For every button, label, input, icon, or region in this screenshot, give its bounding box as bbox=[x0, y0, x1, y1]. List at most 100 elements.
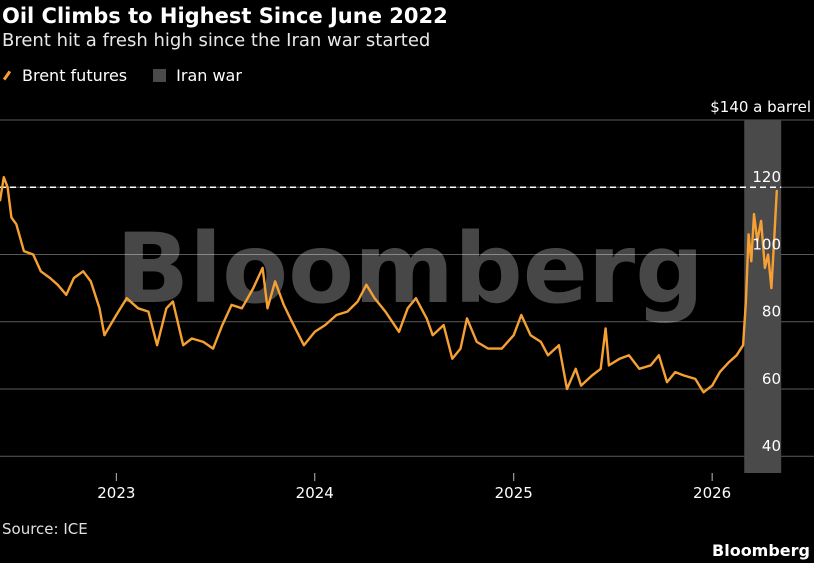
data-point-20 bbox=[156, 344, 159, 347]
data-point-40 bbox=[346, 310, 349, 313]
data-point-42 bbox=[365, 283, 368, 286]
data-point-0 bbox=[0, 199, 1, 202]
data-point-71 bbox=[628, 354, 630, 357]
data-point-84 bbox=[742, 344, 745, 347]
data-point-45 bbox=[398, 330, 400, 333]
x-tick-label-2026: 2026 bbox=[693, 484, 731, 502]
data-point-7 bbox=[39, 270, 42, 273]
x-tick-label-2023: 2023 bbox=[97, 484, 135, 502]
data-point-66 bbox=[591, 374, 593, 377]
data-point-11 bbox=[73, 277, 75, 279]
data-point-25 bbox=[202, 340, 205, 343]
data-point-21 bbox=[165, 307, 168, 310]
data-point-49 bbox=[431, 334, 434, 337]
legend: Brent futures Iran war bbox=[2, 66, 242, 85]
data-point-57 bbox=[512, 334, 515, 337]
data-point-52 bbox=[459, 347, 462, 350]
data-point-4 bbox=[15, 223, 18, 226]
data-point-61 bbox=[547, 354, 549, 357]
data-point-53 bbox=[466, 317, 468, 320]
data-point-27 bbox=[221, 324, 224, 326]
data-point-46 bbox=[406, 307, 409, 310]
y-tick-label-120: 120 bbox=[752, 168, 781, 186]
data-point-35 bbox=[291, 320, 293, 323]
data-point-77 bbox=[682, 374, 685, 377]
data-point-65 bbox=[580, 384, 583, 387]
data-point-73 bbox=[649, 364, 652, 367]
data-point-93 bbox=[770, 287, 773, 289]
chart-title: Oil Climbs to Highest Since June 2022 bbox=[2, 4, 448, 28]
data-point-47 bbox=[414, 297, 417, 300]
legend-shade-swatch bbox=[153, 69, 167, 82]
data-point-23 bbox=[182, 344, 185, 347]
data-point-13 bbox=[89, 280, 92, 283]
data-point-63 bbox=[566, 388, 568, 390]
data-point-72 bbox=[638, 367, 641, 370]
data-point-44 bbox=[384, 310, 387, 313]
data-point-95 bbox=[775, 189, 778, 192]
data-point-43 bbox=[373, 297, 376, 300]
series-layer bbox=[0, 176, 778, 394]
data-point-48 bbox=[425, 317, 428, 320]
data-point-88 bbox=[753, 213, 755, 216]
data-point-87 bbox=[750, 260, 753, 263]
y-top-label: $140 a barrel bbox=[710, 98, 811, 116]
data-point-90 bbox=[760, 219, 762, 222]
data-point-54 bbox=[475, 340, 478, 343]
data-point-38 bbox=[324, 324, 326, 326]
data-point-31 bbox=[261, 267, 264, 269]
data-point-5 bbox=[23, 250, 25, 253]
data-point-28 bbox=[230, 304, 233, 306]
data-point-26 bbox=[212, 347, 215, 350]
data-point-3 bbox=[10, 216, 13, 219]
data-point-9 bbox=[56, 283, 59, 286]
data-point-68 bbox=[604, 327, 607, 330]
data-point-12 bbox=[82, 270, 85, 273]
data-point-30 bbox=[252, 287, 255, 289]
data-point-10 bbox=[65, 293, 68, 296]
data-point-85 bbox=[744, 300, 747, 303]
data-point-41 bbox=[356, 300, 359, 303]
data-point-91 bbox=[763, 267, 766, 269]
data-point-15 bbox=[103, 334, 106, 337]
data-point-82 bbox=[728, 361, 730, 363]
data-point-86 bbox=[747, 233, 750, 236]
data-point-6 bbox=[32, 253, 35, 256]
x-tick-label-2025: 2025 bbox=[495, 484, 533, 502]
data-point-78 bbox=[694, 377, 697, 380]
data-point-67 bbox=[599, 367, 602, 370]
data-point-19 bbox=[147, 310, 150, 313]
data-point-94 bbox=[773, 240, 776, 242]
source-note: Source: ICE bbox=[2, 520, 88, 538]
data-point-69 bbox=[607, 364, 610, 367]
data-point-2 bbox=[6, 186, 9, 189]
data-point-29 bbox=[241, 307, 243, 310]
data-point-8 bbox=[49, 277, 51, 279]
data-point-92 bbox=[767, 253, 770, 256]
chart-subtitle: Brent hit a fresh high since the Iran wa… bbox=[2, 30, 431, 51]
data-point-64 bbox=[574, 367, 577, 370]
x-tick-label-2024: 2024 bbox=[296, 484, 334, 502]
data-point-80 bbox=[711, 384, 714, 387]
data-point-81 bbox=[718, 371, 721, 374]
watermark: Bloomberg bbox=[116, 213, 704, 325]
legend-line-swatch bbox=[2, 70, 12, 81]
brand-logo: Bloomberg bbox=[712, 541, 810, 560]
data-point-1 bbox=[2, 176, 5, 179]
shaded-period-layer bbox=[744, 120, 782, 473]
y-tick-label-80: 80 bbox=[762, 303, 781, 321]
data-point-83 bbox=[735, 354, 738, 357]
y-tick-label-60: 60 bbox=[762, 370, 781, 388]
data-point-76 bbox=[674, 371, 677, 374]
data-point-60 bbox=[540, 340, 542, 343]
iran-war-shade bbox=[744, 120, 782, 473]
data-point-62 bbox=[557, 344, 560, 347]
legend-series-label: Brent futures bbox=[22, 66, 128, 85]
data-point-34 bbox=[282, 304, 285, 306]
data-point-14 bbox=[98, 307, 101, 310]
data-point-89 bbox=[756, 240, 759, 242]
data-point-70 bbox=[618, 357, 621, 360]
data-point-59 bbox=[529, 334, 532, 337]
y-tick-label-100: 100 bbox=[752, 235, 781, 253]
series-line-brent-futures bbox=[0, 176, 778, 394]
